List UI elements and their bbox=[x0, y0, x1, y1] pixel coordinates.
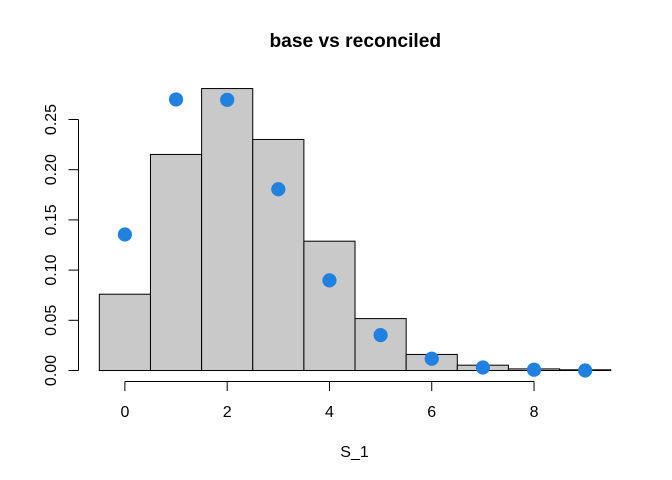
svg-text:0: 0 bbox=[120, 404, 129, 421]
svg-text:4: 4 bbox=[325, 404, 334, 421]
svg-text:0.15: 0.15 bbox=[43, 204, 60, 235]
svg-text:6: 6 bbox=[427, 404, 436, 421]
svg-text:0.20: 0.20 bbox=[43, 154, 60, 185]
svg-text:0.00: 0.00 bbox=[43, 355, 60, 386]
svg-text:8: 8 bbox=[530, 404, 539, 421]
svg-text:0.25: 0.25 bbox=[43, 104, 60, 135]
svg-text:0.05: 0.05 bbox=[43, 305, 60, 336]
svg-text:2: 2 bbox=[223, 404, 232, 421]
svg-text:0.10: 0.10 bbox=[43, 254, 60, 285]
svg-text:base vs reconciled: base vs reconciled bbox=[269, 31, 441, 52]
svg-text:S_1: S_1 bbox=[340, 444, 369, 461]
